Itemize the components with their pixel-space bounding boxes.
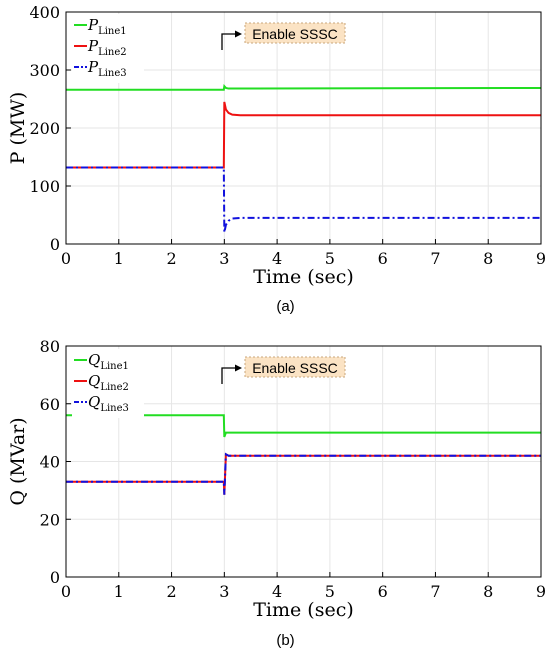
x-tick-label: 8 — [483, 249, 493, 268]
y-tick-label: 300 — [29, 61, 60, 80]
x-tick-label: 6 — [378, 249, 388, 268]
x-tick-label: 3 — [219, 582, 229, 601]
x-tick-label: 0 — [61, 249, 71, 268]
series-line-line2 — [66, 452, 541, 495]
series-line-line3 — [66, 452, 541, 495]
annotation: Enable SSSC — [221, 356, 346, 384]
annotation-box — [244, 22, 346, 44]
annotation-arrowhead — [235, 364, 242, 372]
x-tick-label: 9 — [536, 249, 546, 268]
chart-b: 0 1 2 3 4 5 6 7 8 9 0 20 40 60 80 Time (sec) Q (MVar) (b)… — [7, 337, 546, 649]
x-tick-label: 7 — [430, 582, 440, 601]
panel-label: (b) — [276, 632, 294, 649]
x-tick-label: 5 — [325, 249, 335, 268]
chart-a: 0 1 2 3 4 5 6 7 8 9 0 100 200 300 400 Time (sec) P (MW) (… — [7, 3, 546, 315]
y-tick-label: 0 — [50, 568, 60, 587]
series-line-line3 — [66, 166, 541, 233]
series-line-line1 — [66, 414, 541, 438]
x-tick-label: 8 — [483, 582, 493, 601]
x-tick-label: 9 — [536, 582, 546, 601]
series-line-line2 — [66, 101, 541, 169]
series-line-line1 — [66, 84, 541, 91]
x-tick-label: 1 — [114, 249, 124, 268]
y-tick-label: 20 — [40, 510, 60, 529]
annotation-text: Enable SSSC — [252, 360, 338, 376]
y-axis-label: P (MW) — [7, 92, 29, 165]
annotation: Enable SSSC — [221, 22, 346, 50]
y-axis-label: Q (MVar) — [7, 417, 29, 505]
x-tick-label: 4 — [272, 249, 282, 268]
y-tick-label: 0 — [50, 235, 60, 254]
x-tick-label: 4 — [272, 582, 282, 601]
annotation-text: Enable SSSC — [252, 26, 338, 42]
y-tick-label: 400 — [29, 3, 60, 22]
x-tick-label: 7 — [430, 249, 440, 268]
y-tick-label: 40 — [40, 453, 60, 472]
y-tick-label: 80 — [40, 337, 60, 356]
x-axis-label: Time (sec) — [253, 599, 354, 621]
x-tick-label: 2 — [166, 249, 176, 268]
x-tick-label: 3 — [219, 249, 229, 268]
annotation-arrowhead — [235, 30, 242, 38]
y-tick-label: 60 — [40, 395, 60, 414]
annotation-box — [244, 356, 346, 378]
x-tick-label: 1 — [114, 582, 124, 601]
annotation-arrow — [221, 33, 238, 50]
y-tick-label: 100 — [29, 177, 60, 196]
x-tick-label: 5 — [325, 582, 335, 601]
x-axis-label: Time (sec) — [253, 266, 354, 288]
annotation-arrow — [221, 367, 238, 384]
x-tick-label: 0 — [61, 582, 71, 601]
panel-label: (a) — [276, 298, 294, 315]
x-tick-label: 6 — [378, 582, 388, 601]
x-tick-label: 2 — [166, 582, 176, 601]
y-tick-label: 200 — [29, 119, 60, 138]
